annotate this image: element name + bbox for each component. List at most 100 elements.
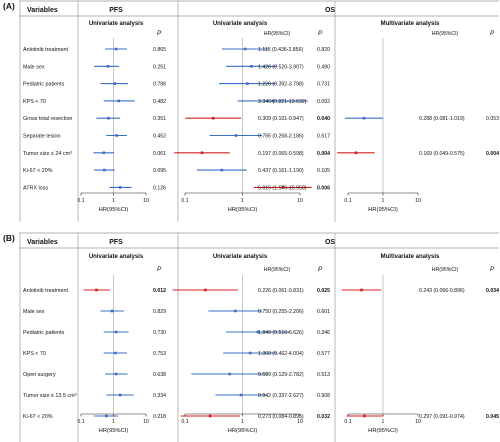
os-p-header: P — [318, 266, 323, 273]
pfs-hr-point — [95, 288, 98, 292]
os-tick-label: 0.1 — [181, 419, 188, 425]
pfs-hr-point — [118, 186, 122, 189]
table-row: Open surgery 0.638 0.599 (0.129-2.782) 0.51… — [23, 372, 330, 378]
table-row: Anlotinib treatment 0.012 0.226 (0.061-0.8… — [23, 288, 499, 294]
multi-hr-point — [362, 116, 366, 120]
multi-tick-label: 1 — [382, 198, 385, 204]
os-hr-point — [234, 309, 237, 313]
variable-label: Anlotinib treatment — [23, 288, 68, 294]
multi-hr-header: HR(95%CI) — [432, 267, 459, 273]
variable-label: Open surgery — [23, 372, 56, 378]
variable-label: Ki-67 < 20% — [23, 168, 53, 174]
variable-label: KPS < 70 — [23, 99, 46, 105]
os-p-value: 0.617 — [317, 134, 330, 140]
os-hr-point — [220, 168, 224, 172]
pfs-x-label: HR(95%CI) — [99, 207, 129, 213]
multi-hr-point — [360, 288, 363, 292]
panel-label: (B) — [3, 233, 15, 243]
os-p-value: 0.092 — [317, 99, 330, 105]
os-hr-text: 0.765 (0.268-2.186) — [258, 134, 304, 140]
os-hr-point — [250, 65, 253, 68]
pfs-tick-label: 0.1 — [77, 419, 84, 425]
pfs-header: PFS — [109, 239, 123, 246]
multi-p-value: 0.004 — [486, 151, 499, 157]
pfs-hr-point — [102, 168, 106, 172]
table-row: Pediatric patients 0.788 1.220 (0.392-3.79… — [23, 82, 330, 88]
os-hr-text: 5.015 (1.576-15.958) — [258, 185, 307, 191]
pfs-header: PFS — [109, 7, 123, 14]
os-x-label: HR(95%CI) — [228, 428, 258, 434]
pfs-x-label: HR(95%CI) — [99, 428, 129, 434]
pfs-hr-point — [114, 330, 118, 334]
pfs-p-value: 0.788 — [153, 82, 166, 88]
pfs-p-header: P — [157, 30, 162, 37]
os-hr-text: 3.346 (0.821-13.632) — [258, 99, 307, 105]
multi-p-value: 0.053 — [486, 116, 499, 122]
table-row: KPS < 70 0.482 3.346 (0.821-13.632) 0.092 — [23, 99, 330, 105]
table-row: Tumor size ≤ 13.5 cm³ 0.334 0.942 (0.337-2… — [23, 393, 330, 399]
os-p-value: 0.731 — [317, 82, 330, 88]
pfs-p-value: 0.334 — [153, 393, 166, 399]
os-hr-point — [239, 393, 243, 397]
os-tick-label: 1 — [241, 419, 244, 425]
pfs-p-value: 0.012 — [153, 288, 166, 294]
pfs-hr-point — [106, 65, 110, 68]
multi-hr-text: 0.297 (0.091-0.974) — [419, 414, 465, 420]
table-row: KPS < 70 0.753 1.360 (0.462-4.004) 0.577 — [23, 351, 330, 357]
pfs-hr-point — [113, 82, 117, 85]
os-hr-point — [271, 99, 274, 103]
table-row: Ki-67 < 20% 0.218 0.273 (0.084-0.895) 0.032… — [23, 414, 499, 420]
pfs-tick-label: 10 — [143, 419, 149, 425]
pfs-p-value: 0.061 — [153, 151, 166, 157]
multi-x-label: HR(95%CI) — [368, 428, 398, 434]
multi-hr-text: 0.243 (0.066-0.896) — [419, 288, 465, 294]
os-hr-point — [243, 47, 247, 51]
pfs-p-value: 0.829 — [153, 309, 166, 315]
variable-label: Male sex — [23, 309, 45, 315]
variable-label: Ki-67 < 20% — [23, 414, 53, 420]
os-hr-text: 1.849 (0.516-6.626) — [258, 330, 304, 336]
os-x-label: HR(95%CI) — [228, 207, 258, 213]
pfs-univariate-header: Univariate analysis — [89, 21, 144, 27]
multi-hr-header: HR(95%CI) — [432, 31, 459, 37]
pfs-p-value: 0.126 — [153, 185, 166, 191]
os-hr-point — [211, 116, 215, 120]
variable-label: KPS < 70 — [23, 351, 46, 357]
pfs-p-value: 0.251 — [153, 64, 166, 70]
variable-label: Tumor size ≤ 13.5 cm³ — [23, 393, 77, 399]
multi-p-value: 0.045 — [486, 414, 499, 420]
pfs-p-value: 0.753 — [153, 351, 166, 357]
multi-tick-label: 0.1 — [344, 419, 351, 425]
variables-header: Variables — [27, 7, 58, 14]
table-row: Anlotinib treatment 0.865 1.115 (0.436-2.8… — [23, 47, 330, 53]
variable-label: Pediatric patients — [23, 82, 65, 88]
pfs-p-value: 0.095 — [153, 168, 166, 174]
pfs-tick-label: 10 — [143, 198, 149, 204]
multi-tick-label: 0.1 — [344, 198, 351, 204]
variable-label: Anlotinib treatment — [23, 47, 68, 53]
os-p-value: 0.004 — [317, 151, 330, 157]
pfs-p-value: 0.218 — [153, 414, 166, 420]
os-hr-text: 0.309 (0.101-0.947) — [258, 116, 304, 122]
multi-tick-label: 10 — [415, 198, 421, 204]
os-hr-text: 1.115 (0.436-2.856) — [258, 47, 303, 53]
variables-header: Variables — [27, 239, 58, 246]
pfs-p-value: 0.452 — [153, 134, 166, 140]
os-p-value: 0.346 — [317, 330, 330, 336]
os-hr-text: 0.197 (0.065-0.598) — [258, 151, 304, 157]
os-hr-text: 0.437 (0.161-1.190) — [258, 168, 304, 174]
os-hr-text: 0.226 (0.061-0.831) — [258, 288, 304, 294]
os-header: OS — [325, 7, 335, 14]
table-row: Gross total resection 0.351 0.309 (0.101-0… — [23, 116, 499, 122]
os-hr-point — [234, 134, 238, 137]
os-hr-text: 0.599 (0.129-2.782) — [258, 372, 304, 378]
variable-label: ATRX loss — [23, 185, 48, 191]
panel-label: (A) — [3, 1, 15, 11]
variable-label: Gross total resection — [23, 116, 72, 122]
pfs-univariate-header: Univariate analysis — [89, 254, 144, 260]
variable-label: Male sex — [23, 64, 45, 70]
variable-label: Separate lesion — [23, 134, 60, 140]
os-p-value: 0.820 — [317, 47, 330, 53]
os-p-value: 0.105 — [317, 168, 330, 174]
